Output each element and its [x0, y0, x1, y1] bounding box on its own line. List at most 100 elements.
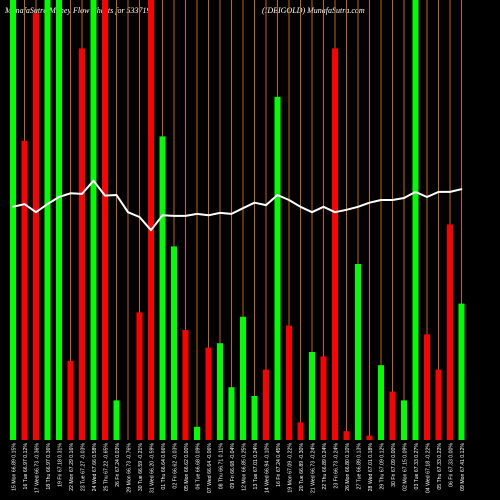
x-tick-label: 13 Tue 67.01 0.24% [253, 443, 259, 490]
money-flow-bar [21, 140, 28, 441]
price-point [127, 211, 129, 214]
money-flow-bar [274, 96, 281, 441]
money-flow-bar [44, 0, 51, 440]
x-tick-label: 08 Thu 66.71 0.11% [219, 443, 225, 490]
money-flow-bar [136, 312, 143, 440]
price-point [253, 201, 256, 204]
price-point [23, 203, 26, 206]
price-point [460, 188, 463, 191]
money-flow-bar [366, 435, 373, 440]
price-point [35, 211, 37, 214]
x-tick-label: 29 Mon 66.73 -0.76% [127, 443, 133, 493]
price-point [12, 205, 14, 208]
x-tick-label: 14 Wed 66.94 -0.10% [265, 443, 271, 493]
money-flow-bar [412, 0, 419, 440]
money-flow-bar [33, 13, 39, 440]
x-tick-label: 23 Tue 67.27 -0.03% [81, 443, 87, 492]
price-point [58, 196, 60, 198]
money-flow-bar [286, 325, 292, 440]
price-point [380, 199, 382, 201]
x-tick-label: 21 Wed 66.73 -0.24% [311, 443, 317, 493]
price-point [46, 203, 49, 206]
price-point [391, 199, 394, 201]
x-tick-label: 24 Wed 67.66 0.58% [92, 443, 98, 492]
price-point [403, 197, 405, 199]
price-point [357, 205, 359, 208]
x-tick-label: 19 Mon 67.09 -0.22% [288, 443, 294, 493]
price-point [242, 207, 244, 210]
x-tick-label: 22 Mon 67.29 0.16% [69, 443, 75, 491]
money-flow-bar [228, 387, 235, 440]
money-flow-bar [90, 0, 97, 440]
money-flow-bar [240, 316, 246, 440]
x-tick-label: 06 Fri 67.33 0.00% [449, 443, 455, 487]
money-flow-bar [458, 303, 465, 440]
price-point [161, 214, 164, 217]
price-point [219, 212, 221, 214]
x-tick-label: 31 Wed 66.20 -0.59% [150, 443, 156, 493]
price-line [12, 179, 462, 232]
x-tick-label: 26 Mon 66.80 0.10% [345, 443, 351, 491]
x-tick-label: 30 Fri 67.09 0.00% [391, 443, 397, 487]
money-flow-bar [251, 396, 258, 440]
price-point [299, 205, 302, 208]
money-flow-bar [171, 246, 177, 440]
price-point [345, 208, 348, 211]
price-point [437, 191, 440, 193]
price-point [92, 179, 95, 182]
price-point [368, 201, 371, 204]
x-tick-label: 06 Tue 66.68 0.09% [196, 443, 202, 490]
price-point [288, 199, 290, 201]
x-tick-label: 15 Mon 66.89 0.15% [12, 443, 18, 491]
price-point [276, 194, 279, 196]
money-flow-bar [355, 264, 361, 440]
price-point [115, 194, 118, 196]
x-tick-label: 30 Tue 66.59 -0.21% [138, 443, 144, 492]
x-tick-label: 12 Mon 66.85 0.25% [242, 443, 248, 491]
x-tick-label: 01 Thu 66.64 0.66% [161, 443, 167, 490]
x-tick-label: 22 Thu 66.89 0.24% [322, 443, 328, 490]
x-axis-labels: 15 Mon 66.89 0.15% 16 Tue 66.97 0.12% 17 W… [12, 443, 467, 493]
x-tick-label: 19 Fri 67.18 0.31% [58, 443, 64, 487]
price-point [173, 215, 175, 217]
price-point [69, 192, 72, 195]
x-tick-label: 26 Fri 67.24 0.03% [115, 443, 121, 487]
x-tick-label: 02 Mon 67.15 0.09% [403, 443, 409, 491]
money-flow-bar [67, 360, 74, 440]
x-tick-label: 29 Thu 67.09 0.12% [380, 443, 386, 490]
money-flow-bar [10, 0, 16, 440]
x-tick-label: 03 Tue 67.33 0.27% [414, 443, 420, 490]
x-tick-label: 28 Wed 67.01 0.18% [368, 443, 374, 492]
price-point [81, 193, 83, 195]
price-point [104, 194, 106, 197]
price-point [230, 213, 233, 215]
price-point [184, 215, 187, 217]
x-tick-label: 04 Wed 67.18 -0.22% [426, 443, 432, 493]
x-tick-label: 02 Fri 66.62 -0.03% [173, 443, 179, 489]
money-flow-bar [159, 136, 166, 440]
x-tick-label: 20 Tue 66.89 -0.30% [299, 443, 305, 492]
x-tick-label: 23 Fri 66.73 -0.24% [334, 443, 340, 489]
money-flow-bar [389, 391, 396, 440]
x-tick-label: 07 Wed 66.64 -0.06% [207, 443, 213, 493]
x-tick-label: 27 Tue 66.89 0.13% [357, 443, 363, 490]
price-line-group [12, 179, 463, 232]
x-tick-label: 17 Wed 66.73 -0.36% [35, 443, 41, 493]
money-flow-bar [148, 0, 154, 440]
money-flow-bar [320, 356, 327, 440]
x-tick-label: 25 Thu 67.22 -0.65% [104, 443, 110, 492]
x-tick-label: 09 Fri 66.68 -0.04% [230, 443, 236, 489]
price-point [449, 191, 451, 193]
x-tick-label: 05 Thu 67.33 0.22% [437, 443, 443, 490]
money-flow-bar [343, 431, 350, 440]
price-point [207, 214, 210, 217]
money-flow-bar [217, 343, 223, 440]
price-point [334, 211, 336, 214]
x-tick-label: 16 Fri 67.24 0.45% [276, 443, 282, 487]
money-flow-bar [447, 224, 453, 440]
money-flow-bars [10, 0, 465, 441]
price-point [414, 191, 417, 193]
price-point [196, 213, 198, 215]
